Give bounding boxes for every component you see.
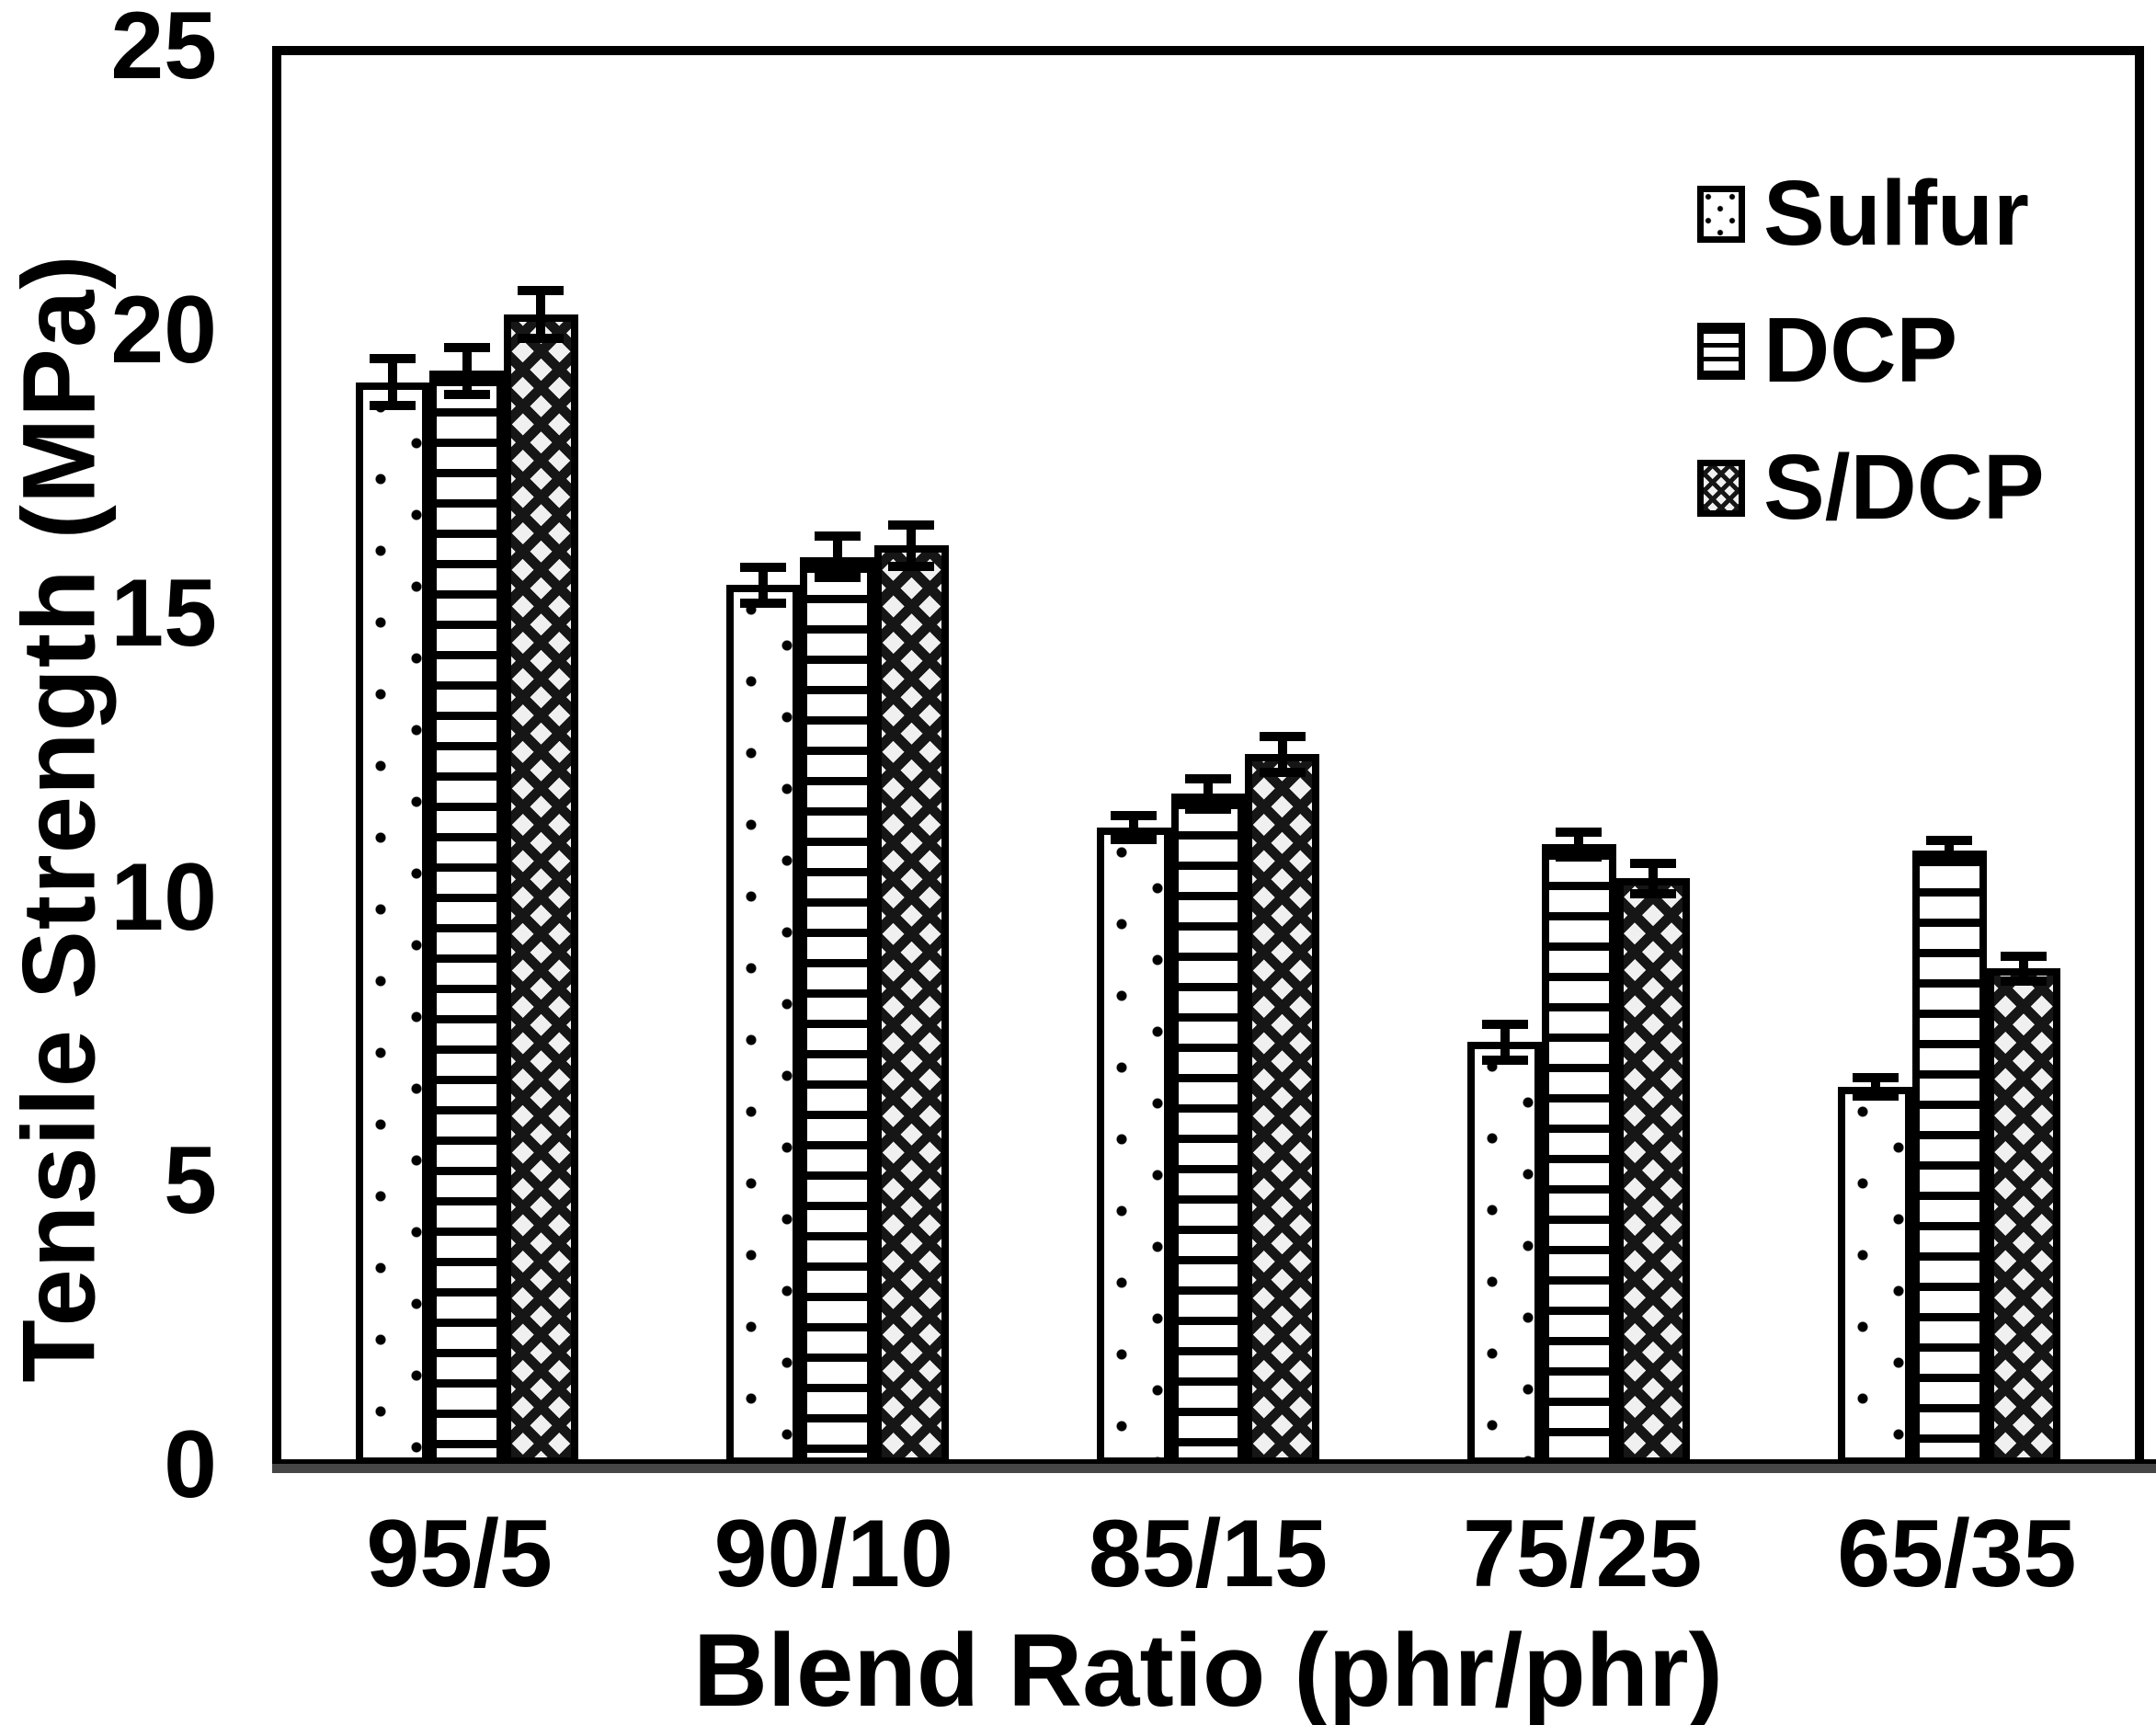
legend-label-sdcp: S/DCP: [1763, 436, 2045, 539]
bar-dcp-90-10: [800, 556, 875, 1465]
x-tick-label-85-15: 85/15: [1088, 1501, 1329, 1607]
x-tick-label-65-35: 65/35: [1837, 1501, 2077, 1607]
bar-dcp-95-5: [429, 371, 504, 1465]
errorbar-s-dcp-95-5: [518, 286, 565, 343]
bar-s-dcp-90-10: [874, 545, 949, 1465]
errorbar-sulfur-75-25: [1481, 1019, 1528, 1065]
legend-label-dcp: DCP: [1763, 299, 1958, 402]
bar-dcp-75-25: [1541, 844, 1616, 1465]
errorbar-sulfur-95-5: [369, 353, 416, 411]
errorbar-s-dcp-65-35: [2001, 951, 2048, 986]
y-tick-label-20: 20: [110, 276, 217, 383]
plot-area: Sulfur DCP S/DCP: [272, 46, 2156, 1473]
x-tick-label-75-25: 75/25: [1463, 1501, 1703, 1607]
bar-sulfur-85-15: [1097, 828, 1171, 1465]
x-axis-ticks: 95/5 90/10 85/15 75/25 65/35: [272, 1506, 2144, 1626]
y-tick-label-10: 10: [110, 843, 217, 951]
sulfur-dots-swatch-icon: [1697, 185, 1745, 243]
errorbar-dcp-85-15: [1185, 773, 1231, 814]
errorbar-s-dcp-85-15: [1259, 731, 1306, 777]
bar-dcp-85-15: [1170, 794, 1246, 1465]
x-axis-title: Blend Ratio (phr/phr): [693, 1613, 1723, 1725]
bar-s-dcp-75-25: [1615, 878, 1691, 1465]
errorbar-dcp-95-5: [443, 342, 490, 400]
bar-sulfur-75-25: [1467, 1042, 1542, 1465]
errorbar-s-dcp-75-25: [1629, 858, 1676, 898]
dcp-hlines-swatch-icon: [1697, 322, 1745, 380]
bar-sulfur-95-5: [355, 382, 430, 1465]
errorbar-sulfur-90-10: [740, 562, 787, 608]
legend-label-sulfur: Sulfur: [1763, 162, 2029, 265]
x-tick-label-95-5: 95/5: [366, 1501, 553, 1607]
x-axis-baseline: [272, 1459, 2156, 1473]
errorbar-dcp-65-35: [1926, 836, 1973, 864]
errorbar-s-dcp-90-10: [888, 520, 935, 572]
bar-s-dcp-65-35: [1986, 968, 2061, 1465]
legend: Sulfur DCP S/DCP: [1697, 166, 2045, 577]
errorbar-dcp-75-25: [1556, 828, 1603, 862]
y-tick-label-0: 0: [164, 1411, 217, 1518]
bar-sulfur-90-10: [725, 585, 801, 1465]
errorbar-sulfur-65-35: [1852, 1072, 1899, 1102]
bar-dcp-65-35: [1912, 850, 1987, 1465]
legend-item-dcp: DCP: [1697, 303, 2045, 399]
sdcp-crosshatch-swatch-icon: [1697, 459, 1745, 517]
errorbar-sulfur-85-15: [1111, 810, 1158, 845]
y-tick-label-5: 5: [164, 1127, 217, 1235]
legend-item-sdcp: S/DCP: [1697, 440, 2045, 536]
bar-sulfur-65-35: [1838, 1087, 1913, 1465]
y-axis-ticks: 0 5 10 15 20 25: [0, 0, 222, 1513]
x-tick-label-90-10: 90/10: [713, 1501, 953, 1607]
y-tick-label-25: 25: [110, 0, 217, 99]
bar-s-dcp-85-15: [1245, 754, 1319, 1465]
legend-item-sulfur: Sulfur: [1697, 166, 2045, 262]
y-tick-label-15: 15: [110, 560, 217, 668]
errorbar-dcp-90-10: [814, 531, 861, 583]
bar-s-dcp-95-5: [503, 314, 578, 1465]
